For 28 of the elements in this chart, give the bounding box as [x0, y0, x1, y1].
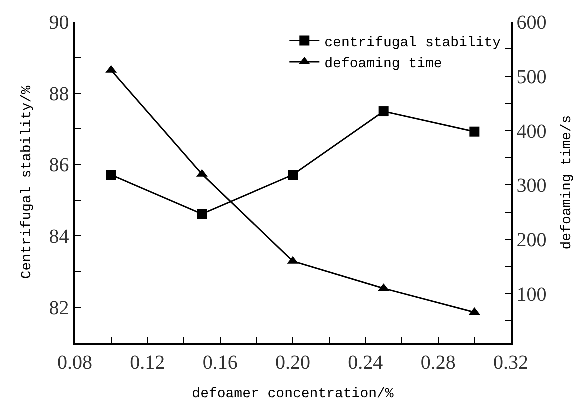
point — [106, 170, 116, 180]
y-tick-label: 82 — [49, 297, 70, 320]
x-tick-label: 0.12 — [130, 352, 166, 374]
y2-tick-label: 100 — [516, 284, 547, 306]
y2-tick-label: 600 — [516, 12, 547, 34]
x-tick-label: 0.24 — [348, 352, 384, 374]
y2-axis-title: defoaming time/s — [560, 115, 576, 250]
y2-tick-label: 500 — [516, 66, 547, 88]
y2-tick-label: 400 — [516, 120, 547, 143]
x-tick-label: 0.16 — [202, 352, 238, 374]
y-tick-label: 86 — [49, 154, 70, 177]
y-axis-title: Centrifugal stability/% — [19, 85, 36, 280]
y-tick-label: 84 — [49, 226, 70, 248]
legend-label: defoaming time — [324, 56, 442, 72]
y2-tick-label: 300 — [516, 175, 547, 198]
point — [470, 126, 480, 137]
x-axis-title: defoamer concentration/% — [192, 386, 394, 403]
y2-tick-label: 200 — [516, 230, 547, 252]
point — [288, 170, 298, 180]
x-tick-label: 0.08 — [58, 352, 92, 374]
y-tick-label: 88 — [49, 83, 70, 106]
point — [378, 106, 389, 117]
point — [197, 209, 208, 220]
y-tick-label: 90 — [49, 12, 70, 34]
legend-label: centrifugal stability — [324, 35, 502, 52]
x-tick-label: 0.32 — [494, 352, 528, 374]
x-tick-label: 0.28 — [420, 352, 456, 374]
x-tick-label: 0.20 — [276, 352, 310, 374]
